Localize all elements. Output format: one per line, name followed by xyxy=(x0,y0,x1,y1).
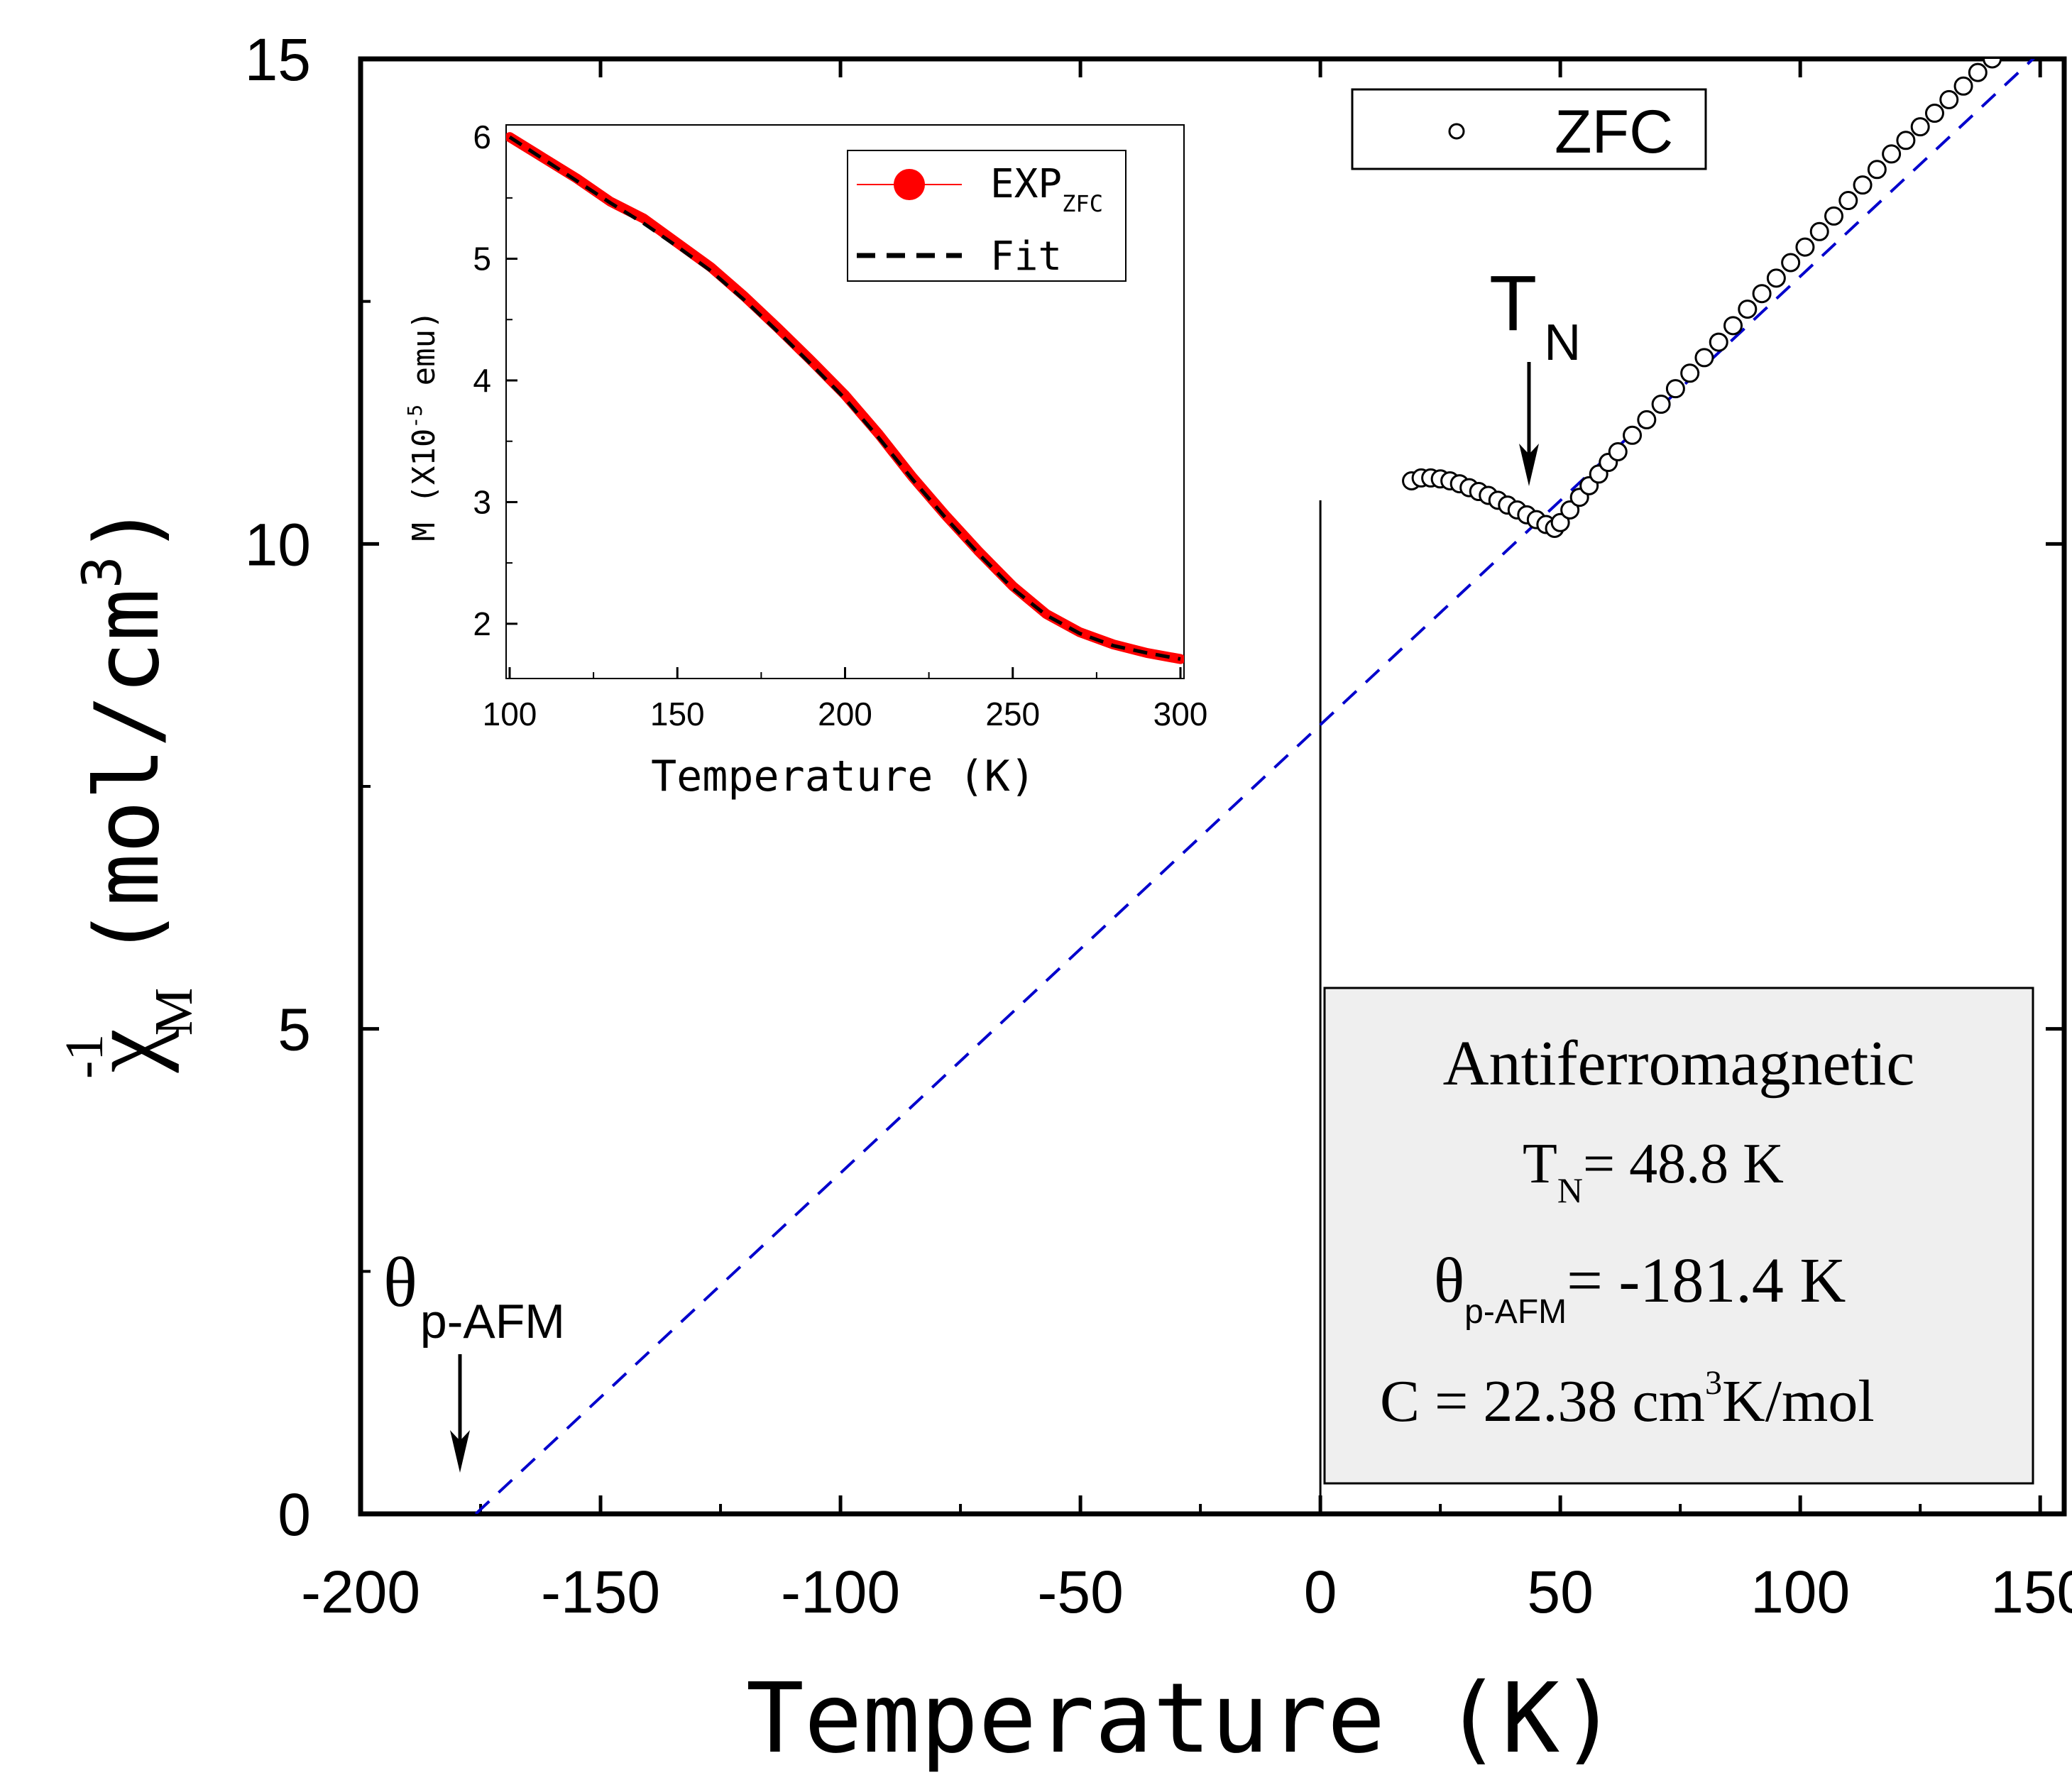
zfc-point xyxy=(1651,395,1671,414)
main-x-tick-label: 100 xyxy=(1750,1559,1850,1625)
theta-annotation: θp-AFM xyxy=(383,1243,565,1473)
zfc-point xyxy=(2041,0,2059,13)
zfc-point xyxy=(1896,131,1916,150)
zfc-point xyxy=(2027,10,2044,27)
inset-y-tick-label: 4 xyxy=(473,362,491,399)
inset-y-tick-label: 2 xyxy=(473,605,491,642)
main-legend-label: ZFC xyxy=(1555,98,1673,166)
zfc-point xyxy=(1924,104,1944,123)
inset-exp-zfc-curve xyxy=(506,132,1184,664)
info-box-title: Antiferromagnetic xyxy=(1443,1028,1915,1099)
inset-tick-labels: 100 150 200 250 300 2 3 4 5 6 xyxy=(473,119,1207,732)
zfc-point xyxy=(1709,332,1728,352)
main-x-tick-label: -200 xyxy=(301,1559,420,1625)
inset-x-axis-label: Temperature (K) xyxy=(651,752,1036,801)
zfc-point xyxy=(1853,175,1873,195)
zfc-point xyxy=(1723,316,1743,336)
svg-text:M (X10-5 emu): M (X10-5 emu) xyxy=(403,310,442,541)
inset-legend-exp-marker xyxy=(894,169,925,200)
main-x-tick-label: 150 xyxy=(1990,1559,2072,1625)
zfc-point xyxy=(1809,221,1829,241)
main-x-tick-label: 50 xyxy=(1527,1559,1593,1625)
tn-arrow-head xyxy=(1519,444,1539,486)
curie-weiss-fit-segment xyxy=(474,59,2036,1514)
inset-legend-exp-label: EXPZFC xyxy=(990,161,1103,217)
zfc-point xyxy=(1998,37,2015,54)
inset-legend-fit-label: Fit xyxy=(990,234,1062,280)
inset-y-tick-label: 5 xyxy=(473,241,491,278)
zfc-point xyxy=(1968,62,1988,82)
inset-x-tick-label: 150 xyxy=(650,696,705,732)
zfc-data-points xyxy=(1402,0,2059,538)
zfc-point xyxy=(1781,253,1801,273)
zfc-point xyxy=(1608,442,1628,461)
zfc-point xyxy=(1623,425,1643,445)
zfc-point xyxy=(1910,117,1930,137)
zfc-point xyxy=(1738,300,1758,319)
inset-y-tick-label: 3 xyxy=(473,483,491,520)
inset-x-tick-label: 300 xyxy=(1153,696,1208,732)
zfc-point xyxy=(1560,500,1580,520)
theta-arrow-head xyxy=(450,1430,470,1473)
inset-legend-box xyxy=(847,150,1127,282)
zfc-point xyxy=(1680,363,1700,383)
zfc-point xyxy=(1867,160,1887,180)
inset-x-tick-label: 250 xyxy=(985,696,1040,732)
main-legend-marker xyxy=(1448,123,1465,140)
main-x-axis-label: Temperature (K) xyxy=(746,1663,1618,1775)
svg-text:χM(mol/cm3): χM(mol/cm3) xyxy=(70,503,204,1074)
main-y-tick-label: 0 xyxy=(278,1481,311,1548)
info-box-c: C = 22.38 cm3K/mol xyxy=(1380,1364,1875,1434)
main-x-tick-label: -50 xyxy=(1037,1559,1123,1625)
zfc-point xyxy=(1939,89,1959,109)
info-box-frame xyxy=(1323,987,2034,1485)
inset-series xyxy=(506,132,1184,664)
theta-label: θp-AFM xyxy=(383,1243,565,1349)
zfc-point xyxy=(1550,512,1570,532)
svg-text:-1: -1 xyxy=(55,1034,114,1079)
main-y-tick-label: 15 xyxy=(245,26,311,93)
main-x-tick-label: -100 xyxy=(781,1559,900,1625)
main-x-tick-label: 0 xyxy=(1304,1559,1337,1625)
main-legend-box xyxy=(1351,88,1707,170)
zfc-point xyxy=(1795,237,1815,257)
zfc-point xyxy=(1983,59,2002,69)
main-y-axis-label: χM(mol/cm3) -1 xyxy=(55,503,204,1079)
inset-y-axis-label: M (X10-5 emu) xyxy=(403,310,442,541)
zfc-point xyxy=(1665,379,1685,399)
zfc-point xyxy=(1953,76,1973,96)
main-y-tick-label: 5 xyxy=(278,996,311,1063)
info-box: Antiferromagnetic TN= 48.8 K θp-AFM= -18… xyxy=(1323,987,2034,1485)
main-x-tick-label: -150 xyxy=(541,1559,660,1625)
zfc-point xyxy=(1694,348,1714,368)
main-y-tick-label: 10 xyxy=(245,511,311,578)
inset-legend: EXPZFC Fit xyxy=(847,150,1127,282)
zfc-point xyxy=(1838,191,1858,211)
inset-y-tick-label: 6 xyxy=(473,119,491,155)
main-plot: -200 -150 -100 -50 0 50 100 150 0 5 10 15 TN θp-AFM… xyxy=(55,0,2072,1775)
zfc-point xyxy=(1752,284,1772,304)
zfc-point xyxy=(1766,268,1786,288)
inset-x-tick-label: 200 xyxy=(818,696,872,732)
curie-weiss-fit-line xyxy=(474,59,2036,1514)
info-box-theta: θp-AFM= -181.4 K xyxy=(1434,1246,1846,1331)
zfc-point xyxy=(1882,144,1902,164)
info-box-tn: TN= 48.8 K xyxy=(1523,1133,1784,1210)
zfc-point xyxy=(1637,410,1657,429)
inset-plot: 100 150 200 250 300 2 3 4 5 6 EXPZFC Fit Temperat… xyxy=(403,119,1207,801)
zfc-point xyxy=(1824,206,1843,226)
main-legend: ZFC xyxy=(1351,88,1707,170)
zfc-point xyxy=(2012,23,2029,40)
main-tick-labels: -200 -150 -100 -50 0 50 100 150 0 5 10 15 xyxy=(245,26,2072,1625)
inset-x-tick-label: 100 xyxy=(483,696,537,732)
